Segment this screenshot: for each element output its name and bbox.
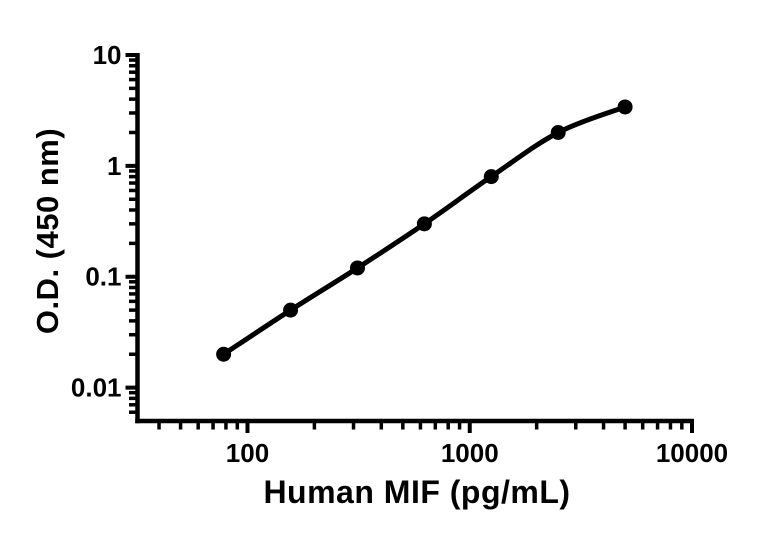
data-point-marker	[349, 260, 365, 276]
y-tick-label: 0.1	[85, 262, 121, 292]
x-tick-label: 100	[226, 438, 269, 468]
y-tick-label: 0.01	[71, 373, 122, 403]
data-point-marker	[617, 99, 633, 115]
data-point-marker	[416, 216, 432, 232]
data-point-marker	[483, 169, 499, 185]
x-tick-label: 1000	[441, 438, 499, 468]
data-point-marker	[550, 124, 566, 140]
x-tick-label: 10000	[656, 438, 728, 468]
y-axis-title: O.D. (450 nm)	[30, 127, 65, 335]
x-axis-title: Human MIF (pg/mL)	[263, 474, 571, 510]
data-point-marker	[216, 346, 232, 362]
y-tick-label: 10	[93, 40, 122, 70]
y-tick-label: 1	[107, 151, 121, 181]
data-point-marker	[283, 302, 299, 318]
